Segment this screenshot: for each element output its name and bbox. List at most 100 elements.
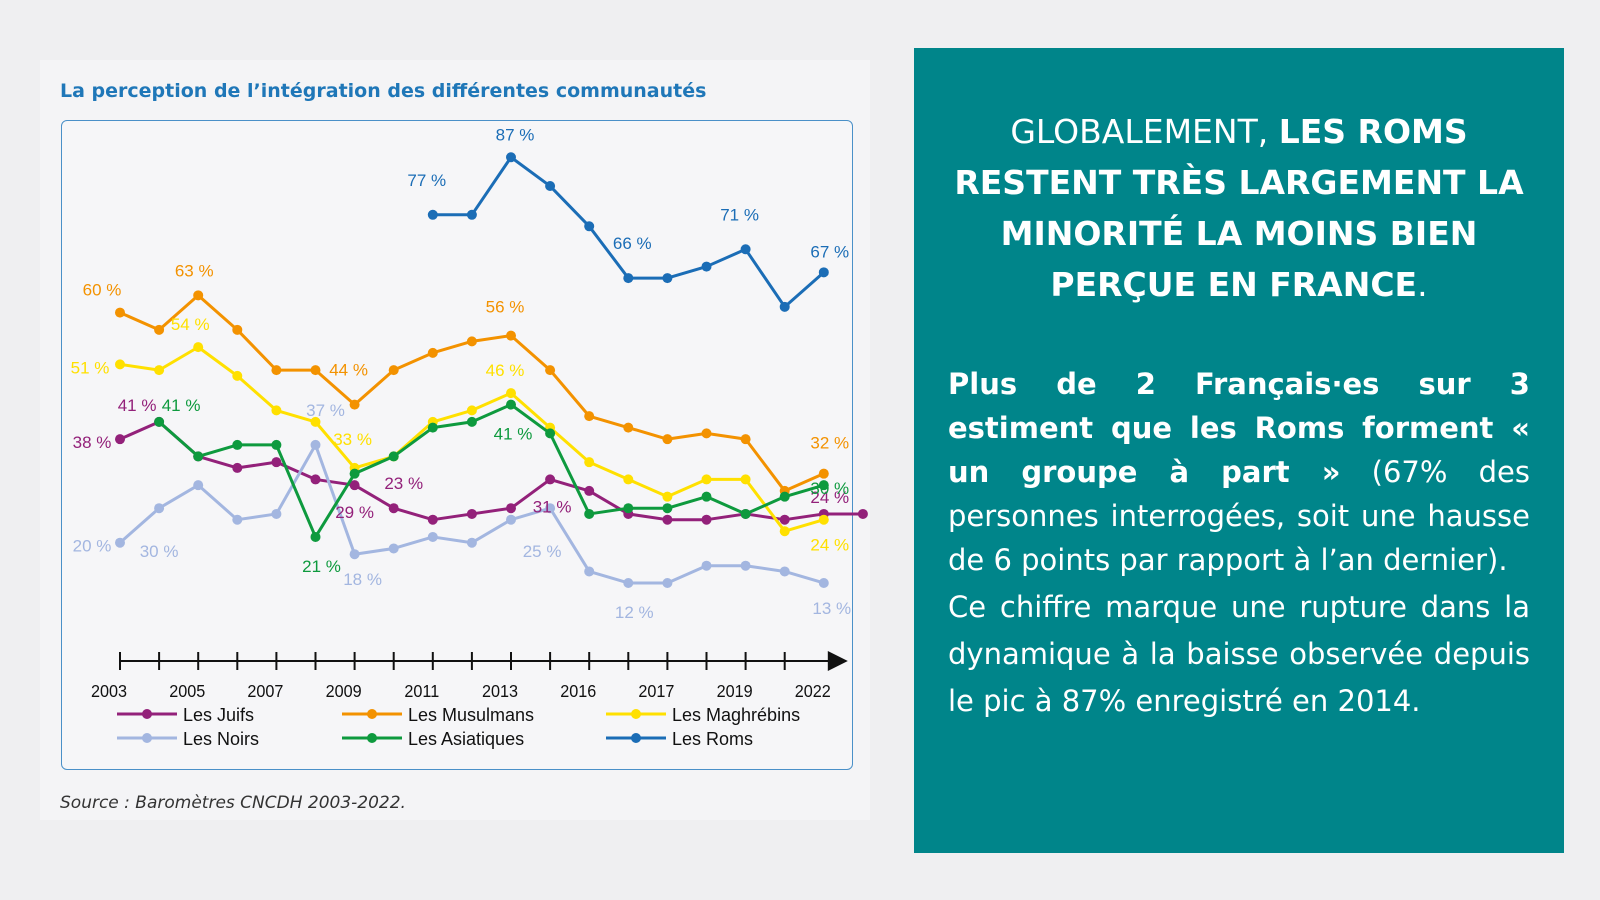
point-label: 41 % xyxy=(494,425,533,444)
data-point xyxy=(545,428,556,439)
data-point xyxy=(232,370,243,381)
data-point xyxy=(818,468,829,479)
data-point xyxy=(232,462,243,473)
data-point xyxy=(584,508,595,519)
headline: GLOBALEMENT, LES ROMS RESTENT TRÈS LARGE… xyxy=(948,106,1530,310)
data-point xyxy=(154,416,165,427)
data-point xyxy=(584,221,595,232)
data-point xyxy=(623,503,634,514)
data-point xyxy=(388,543,399,554)
data-point xyxy=(193,451,204,462)
point-label: 32 % xyxy=(810,434,849,453)
data-point xyxy=(232,324,243,335)
point-label: 44 % xyxy=(329,361,368,380)
point-label: 51 % xyxy=(71,358,110,377)
point-label: 54 % xyxy=(171,315,210,334)
data-point xyxy=(427,209,438,220)
headline-bold: LES ROMS RESTENT TRÈS LARGEMENT LA MINOR… xyxy=(954,112,1524,304)
data-point xyxy=(466,209,477,220)
data-point xyxy=(310,474,321,485)
data-point xyxy=(740,244,751,255)
x-tick-label: 2011 xyxy=(404,681,439,701)
legend-swatch-point xyxy=(367,709,377,719)
data-point xyxy=(545,503,556,514)
data-point xyxy=(388,365,399,376)
data-point xyxy=(662,503,673,514)
data-point xyxy=(662,577,673,588)
x-tick-label: 2003 xyxy=(91,681,127,701)
data-point xyxy=(232,439,243,450)
paragraph-2: Ce chiffre marque une rupture dans la dy… xyxy=(948,590,1530,718)
data-point xyxy=(701,560,712,571)
paragraph-1-bold: Plus de 2 Français·es sur 3 estiment que… xyxy=(948,367,1530,489)
headline-intro: GLOBALEMENT, xyxy=(1010,112,1279,151)
data-point xyxy=(466,508,477,519)
data-point xyxy=(466,537,477,548)
data-point xyxy=(271,365,282,376)
data-point xyxy=(271,405,282,416)
data-point xyxy=(584,485,595,496)
data-point xyxy=(506,388,516,399)
x-tick-label: 2007 xyxy=(247,681,283,701)
data-point xyxy=(506,399,516,410)
data-point xyxy=(818,577,829,588)
paragraph-1: Plus de 2 Français·es sur 3 estiment que… xyxy=(948,362,1530,582)
data-point xyxy=(584,457,595,468)
point-label: 56 % xyxy=(486,298,525,317)
data-point xyxy=(232,514,243,525)
point-label: 38 % xyxy=(73,433,112,452)
data-point xyxy=(740,434,751,445)
legend-label: Les Maghrébins xyxy=(672,705,800,725)
data-point xyxy=(154,503,165,514)
point-label: 29 % xyxy=(335,503,374,522)
point-label: 24 % xyxy=(810,536,849,555)
data-point xyxy=(427,531,438,542)
headline-end: . xyxy=(1417,265,1428,304)
data-point xyxy=(740,560,751,571)
data-point xyxy=(779,514,790,525)
data-point xyxy=(427,514,438,525)
series-line xyxy=(432,155,825,309)
data-point xyxy=(623,422,634,433)
source-note: Source : Baromètres CNCDH 2003-2022. xyxy=(60,793,406,813)
data-point xyxy=(115,537,125,548)
data-point xyxy=(154,365,165,376)
data-point xyxy=(779,301,790,312)
paragraph-1-rest: (67% des personnes interrogées, soit une… xyxy=(948,455,1530,577)
data-point xyxy=(115,359,125,370)
data-point xyxy=(349,399,360,410)
point-label: 13 % xyxy=(812,599,851,618)
data-point xyxy=(545,474,556,485)
data-point xyxy=(466,416,477,427)
data-point xyxy=(154,324,165,335)
legend-swatch-point xyxy=(142,709,152,719)
data-point xyxy=(193,290,204,301)
data-point xyxy=(623,577,634,588)
point-label: 37 % xyxy=(306,401,345,420)
x-axis-arrow xyxy=(827,651,848,671)
data-point xyxy=(506,152,516,163)
point-label: 63 % xyxy=(175,261,214,280)
data-point xyxy=(857,508,868,519)
x-tick-label: 2022 xyxy=(795,681,831,701)
data-point xyxy=(115,307,125,318)
data-point xyxy=(388,451,399,462)
point-label: 25 % xyxy=(523,542,562,561)
legend-label: Les Asiatiques xyxy=(408,729,524,749)
x-tick-label: 2013 xyxy=(482,681,518,701)
data-point xyxy=(271,508,282,519)
point-label: 21 % xyxy=(302,557,341,576)
chart-title: La perception de l’intégration des diffé… xyxy=(60,80,707,102)
data-point xyxy=(701,514,712,525)
data-point xyxy=(662,434,673,445)
data-point xyxy=(388,503,399,514)
point-label: 67 % xyxy=(810,242,849,261)
data-point xyxy=(818,267,829,278)
point-label: 41 % xyxy=(118,396,157,415)
legend-swatch-point xyxy=(631,733,641,743)
data-point xyxy=(701,261,712,272)
point-label: 77 % xyxy=(407,171,446,190)
data-point xyxy=(662,514,673,525)
data-point xyxy=(779,491,790,502)
data-point xyxy=(427,422,438,433)
